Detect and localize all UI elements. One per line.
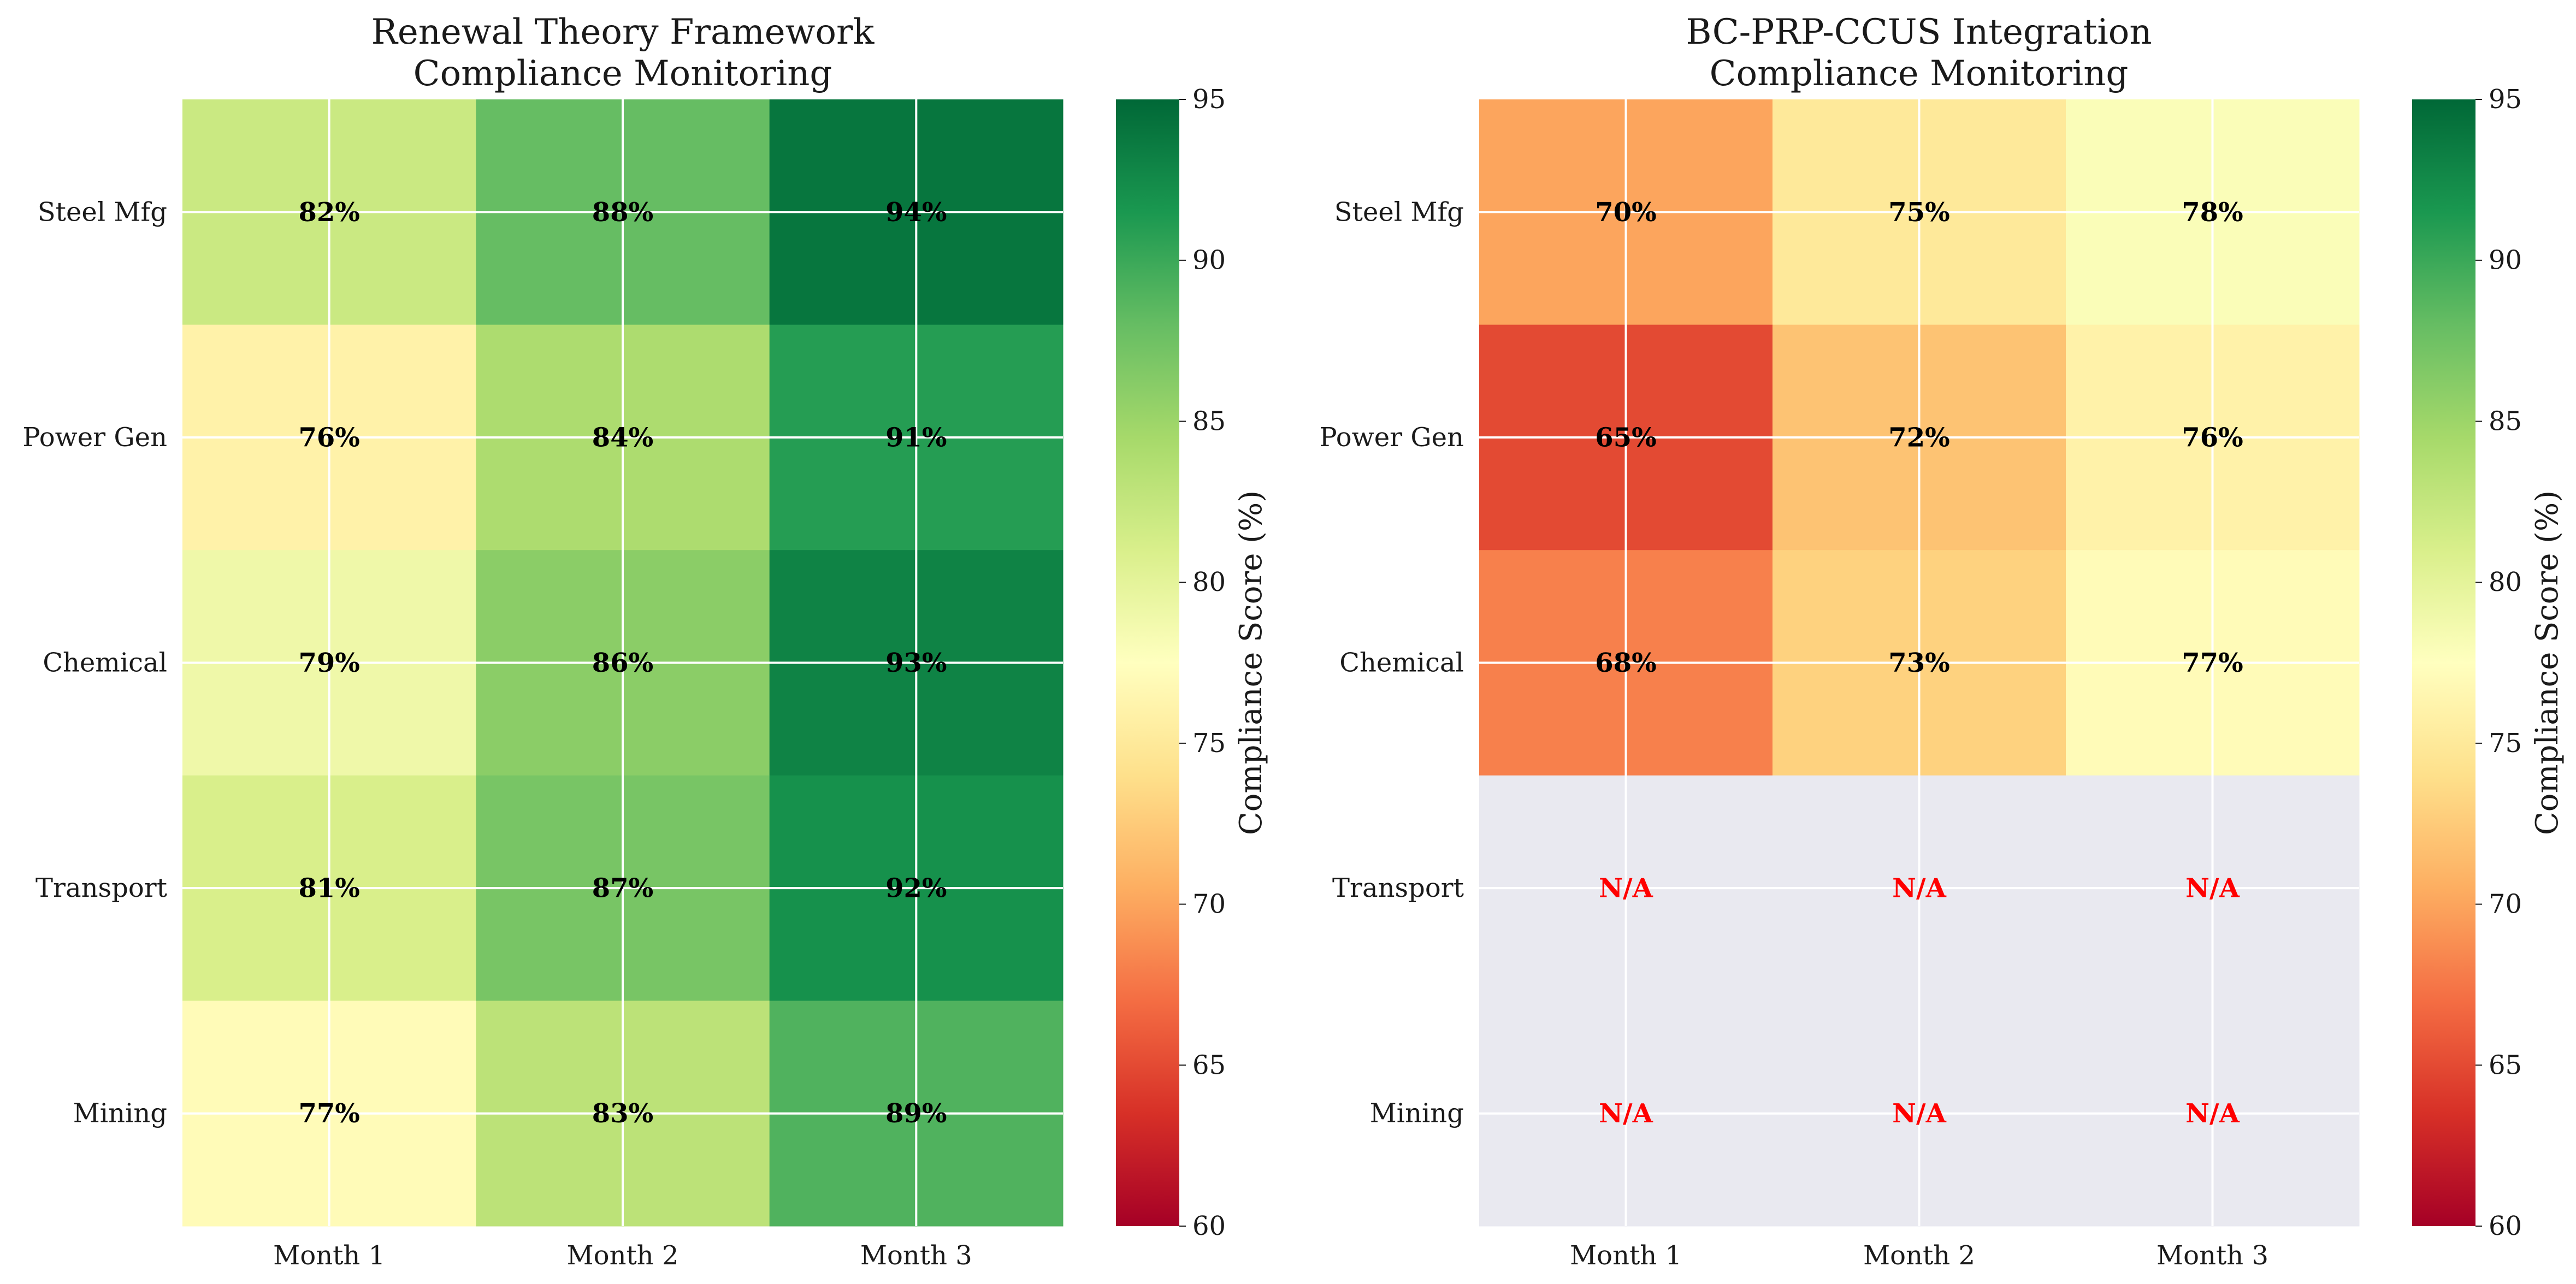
cell-value-label: 65% (1595, 422, 1656, 453)
cell-value-label: 79% (298, 648, 359, 678)
cell-value-label: 77% (298, 1098, 359, 1129)
colorbar-tick-label: 80 (2489, 567, 2522, 597)
cell-value-label: 89% (885, 1098, 947, 1129)
y-tick-label: Transport (36, 873, 167, 903)
cell-value-label: 82% (298, 197, 359, 228)
chart-title-line: BC-PRP-CCUS Integration (1686, 12, 2152, 52)
cell-value-label: 93% (885, 648, 947, 678)
cell-value-label: 70% (1595, 197, 1656, 228)
colorbar-tick-label: 70 (2489, 889, 2522, 920)
y-tick-label: Steel Mfg (1334, 197, 1464, 227)
cell-value-label: 84% (592, 422, 653, 453)
colorbar-label: Compliance Score (%) (1233, 490, 1269, 835)
colorbar-tick-label: 95 (1192, 84, 1226, 115)
y-tick-label: Power Gen (22, 422, 167, 453)
cell-value-label: 68% (1595, 648, 1656, 678)
cell-value-label: 76% (2182, 422, 2243, 453)
cell-value-label: N/A (1892, 1098, 1946, 1129)
cell-value-label: 87% (592, 873, 653, 904)
cell-value-label: 86% (592, 648, 653, 678)
cell-value-label: 72% (1888, 422, 1949, 453)
cell-value-label: N/A (1599, 1098, 1653, 1129)
x-tick-label: Month 2 (1863, 1240, 1975, 1271)
cell-value-label: 76% (298, 422, 359, 453)
y-tick-label: Steel Mfg (38, 197, 167, 227)
y-tick-label: Transport (1332, 873, 1464, 903)
colorbar (1116, 99, 1179, 1226)
colorbar-tick-label: 85 (2489, 406, 2522, 436)
cell-value-label: 92% (885, 873, 947, 904)
cell-value-label: 88% (592, 197, 653, 228)
cell-value-label: 75% (1888, 197, 1949, 228)
colorbar-tick-label: 95 (2489, 84, 2522, 115)
colorbar-tick-label: 60 (2489, 1211, 2522, 1241)
colorbar-tick-label: 90 (1192, 245, 1226, 276)
cell-value-label: 81% (298, 873, 359, 904)
colorbar (2412, 99, 2475, 1226)
cell-value-label: N/A (1892, 873, 1946, 904)
cell-value-label: 78% (2182, 197, 2243, 228)
cell-value-label: 94% (885, 197, 947, 228)
colorbar-tick-label: 70 (1192, 889, 1226, 920)
colorbar-tick-label: 65 (1192, 1050, 1226, 1080)
y-tick-label: Mining (1370, 1098, 1464, 1129)
cell-value-label: 73% (1888, 648, 1949, 678)
x-tick-label: Month 1 (1570, 1240, 1682, 1271)
cell-value-label: N/A (1599, 873, 1653, 904)
cell-value-label: 83% (592, 1098, 653, 1129)
cell-value-label: 77% (2182, 648, 2243, 678)
colorbar-tick-label: 75 (2489, 728, 2522, 759)
x-tick-label: Month 3 (860, 1240, 972, 1271)
colorbar-tick-label: 90 (2489, 245, 2522, 276)
y-tick-label: Mining (73, 1098, 167, 1129)
y-tick-label: Power Gen (1319, 422, 1464, 453)
cell-value-label: N/A (2185, 873, 2240, 904)
cell-value-label: N/A (2185, 1098, 2240, 1129)
x-tick-label: Month 3 (2156, 1240, 2268, 1271)
colorbar-tick-label: 60 (1192, 1211, 1226, 1241)
colorbar-tick-label: 85 (1192, 406, 1226, 436)
chart-title-line: Compliance Monitoring (413, 54, 832, 94)
y-tick-label: Chemical (1339, 648, 1464, 678)
y-tick-label: Chemical (43, 648, 167, 678)
chart-title-line: Renewal Theory Framework (371, 12, 875, 52)
colorbar-label: Compliance Score (%) (2530, 490, 2565, 835)
colorbar-tick-label: 80 (1192, 567, 1226, 597)
cell-value-label: 91% (885, 422, 947, 453)
colorbar-tick-label: 65 (2489, 1050, 2522, 1080)
colorbar-tick-label: 75 (1192, 728, 1226, 759)
x-tick-label: Month 2 (567, 1240, 679, 1271)
x-tick-label: Month 1 (273, 1240, 385, 1271)
chart-title-line: Compliance Monitoring (1710, 54, 2129, 94)
